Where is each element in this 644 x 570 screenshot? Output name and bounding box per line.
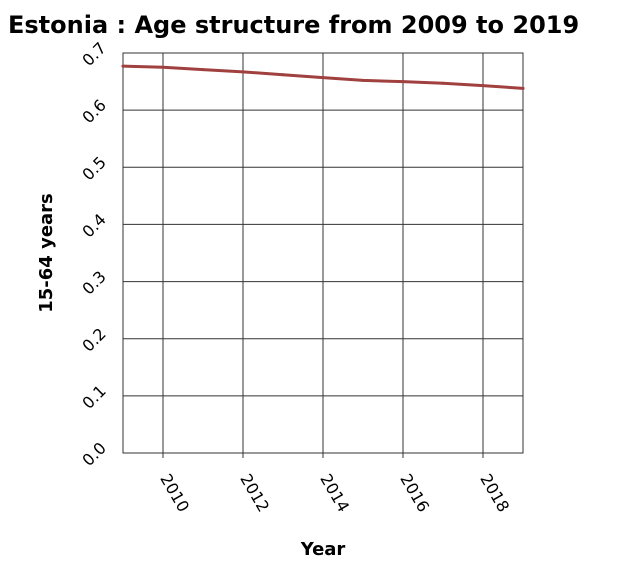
data-point xyxy=(161,65,165,69)
y-tick-label: 0.5 xyxy=(78,153,109,184)
data-point xyxy=(281,73,285,77)
data-point xyxy=(441,81,445,85)
x-tick-label: 2014 xyxy=(316,471,353,516)
y-axis-label: 15-64 years xyxy=(36,193,57,313)
y-tick-label: 0.7 xyxy=(78,38,109,69)
y-tick-label: 0.6 xyxy=(78,96,109,127)
x-tick-label: 2016 xyxy=(396,471,433,516)
x-tick-label: 2010 xyxy=(156,471,193,516)
y-tick-label: 0.3 xyxy=(78,267,109,298)
x-tick-label: 2018 xyxy=(476,471,513,516)
y-tick-label: 0.0 xyxy=(78,438,109,469)
data-point xyxy=(201,68,205,72)
x-tick-label: 2012 xyxy=(236,471,273,516)
chart-title: Estonia : Age structure from 2009 to 201… xyxy=(8,11,579,39)
grid xyxy=(122,52,524,458)
y-tick-label: 0.1 xyxy=(78,381,109,412)
y-tick-label: 0.4 xyxy=(78,210,109,241)
data-point xyxy=(361,78,365,82)
data-point xyxy=(401,80,405,84)
series-layer xyxy=(121,64,525,90)
y-tick-label: 0.2 xyxy=(78,324,109,355)
data-point xyxy=(521,86,525,90)
data-point xyxy=(481,84,485,88)
x-axis-label: Year xyxy=(300,539,346,560)
data-point xyxy=(321,76,325,80)
data-point xyxy=(241,70,245,74)
data-point xyxy=(121,64,125,68)
